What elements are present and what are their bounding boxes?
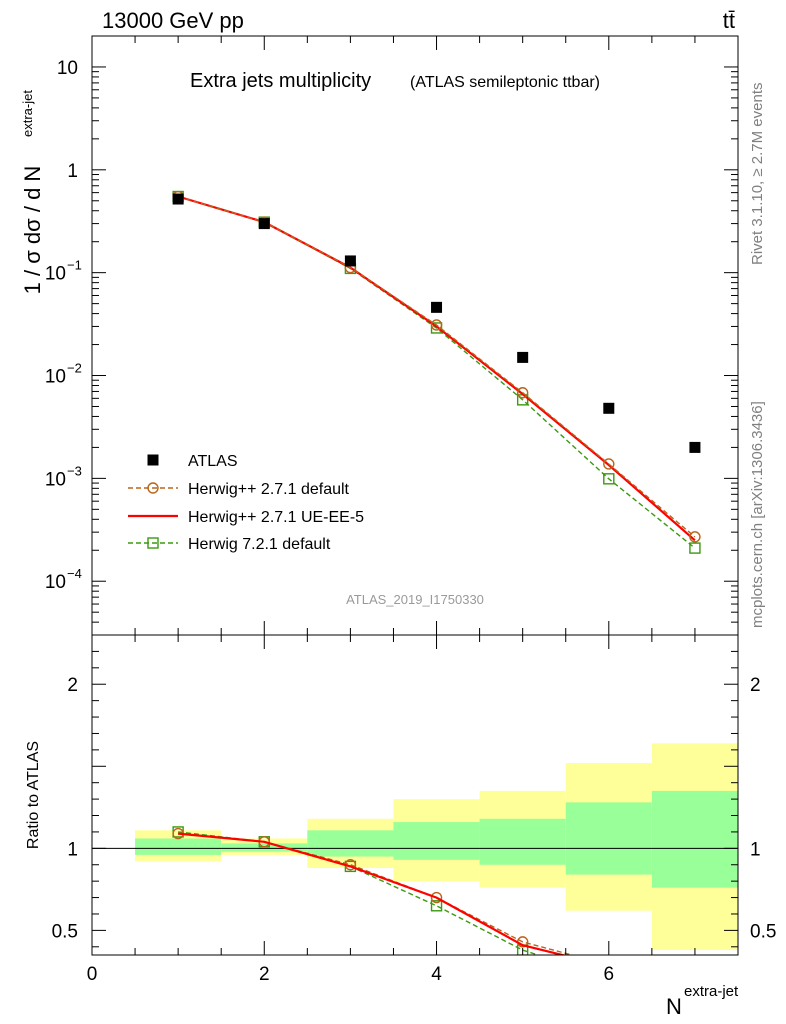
rivet-version-label: Rivet 3.1.10, ≥ 2.7M events (749, 83, 766, 266)
atlas-data-point-5 (603, 402, 615, 414)
series-line-ratio-1 (177, 832, 567, 955)
ratio-y-tick-label-right-0: 0.5 (750, 921, 776, 942)
legend-marker-3 (147, 537, 159, 549)
series-1-point-6 (689, 531, 701, 543)
energy-label: 13000 GeV pp (102, 8, 244, 33)
legend-label-3: Herwig 7.2.1 default (188, 536, 331, 553)
ratio-band-inner-0 (135, 838, 222, 855)
main-y-tick-label-5: 10 (45, 572, 66, 593)
ratio-y-tick-label-left-1: 1 (67, 839, 78, 860)
x-axis-label: N extra-jet (666, 983, 739, 1019)
main-y-tick-label-3: 10 (45, 367, 66, 388)
main-y-axis-label-superscript: extra-jet (20, 90, 35, 137)
ratio-band-inner-1 (221, 843, 308, 852)
ratio-plot-content (92, 743, 738, 955)
series-1-point-5 (603, 458, 615, 470)
legend: ATLAS Herwig++ 2.7.1 default Herwig++ 2.7.… (128, 453, 364, 553)
ratio-band-inner-3 (393, 822, 480, 860)
series-3-point-6 (689, 542, 701, 554)
ratio-band-inner-5 (565, 802, 652, 875)
mcplots-label: mcplots.cern.ch [arXiv:1306.3436] (749, 401, 766, 628)
x-axis-label-superscript: extra-jet (684, 983, 739, 1000)
main-y-tick-label-exp-2: −1 (67, 258, 82, 273)
legend-marker-atlas (147, 454, 159, 466)
x-tick-label-3: 6 (604, 964, 615, 985)
ratio-band-inner-6 (651, 790, 738, 888)
x-tick-label-2: 4 (431, 964, 442, 985)
x-tick-label-0: 0 (87, 964, 98, 985)
ratio-y-tick-label-right-1: 1 (750, 839, 761, 860)
x-axis-label-text: N (666, 994, 682, 1019)
ratio-y-ticks: 0.5 0.5 1 1 2 2 (52, 634, 776, 948)
ratio-y-tick-label-left-0: 0.5 (52, 921, 78, 942)
legend-label-0: ATLAS (188, 453, 238, 470)
ratio-y-axis-label: Ratio to ATLAS (25, 741, 42, 849)
ratio-series-2-point-3 (430, 900, 443, 912)
process-label: tt̄ (723, 8, 735, 33)
ratio-band-inner-4 (479, 818, 566, 865)
legend-marker-1 (147, 482, 159, 494)
main-y-tick-label-2: 10 (45, 264, 66, 285)
atlas-data-point-6 (689, 441, 701, 453)
legend-label-2: Herwig++ 2.7.1 UE-EE-5 (188, 509, 364, 526)
series-1-point-4 (516, 387, 529, 399)
series-1-point-3 (430, 319, 443, 331)
ratio-frame (91, 634, 739, 956)
plot-title: Extra jets multiplicity (190, 70, 371, 92)
main-y-tick-label-exp-4: −3 (67, 463, 82, 478)
atlas-data-point-3 (431, 301, 443, 313)
main-y-tick-label-1: 1 (67, 161, 78, 182)
ratio-x-ticks: 0 2 4 6 (87, 635, 739, 985)
main-y-tick-label-0: 10 (57, 58, 78, 79)
atlas-data-point-2 (344, 255, 356, 267)
series-3-point-5 (603, 473, 615, 485)
x-tick-label-1: 2 (259, 964, 270, 985)
ratio-y-tick-label-right-2: 2 (750, 675, 761, 696)
legend-label-1: Herwig++ 2.7.1 default (188, 481, 350, 498)
main-x-ticks (91, 36, 739, 635)
ratio-series-0-point-3 (430, 891, 443, 904)
ratio-panel: 0.5 0.5 1 1 2 2 0 2 4 6 Ratio to ATLAS N extra-j… (25, 634, 776, 1019)
main-plot-content (172, 190, 701, 554)
main-y-tick-label-exp-3: −2 (67, 361, 82, 376)
series-3-point-3 (430, 322, 443, 334)
atlas-data-point-1 (258, 218, 270, 230)
main-y-tick-label-4: 10 (45, 469, 66, 490)
analysis-id-label: ATLAS_2019_I1750330 (346, 592, 484, 607)
ratio-band-inner-2 (307, 830, 394, 857)
ratio-y-tick-label-left-2: 2 (67, 675, 78, 696)
main-y-axis-label: 1 / σ dσ / d N extra-jet (20, 90, 45, 295)
atlas-data-point-0 (172, 193, 184, 205)
main-y-axis-label-text: 1 / σ dσ / d N (20, 166, 45, 295)
atlas-data-point-4 (517, 351, 529, 363)
plot-subtitle: (ATLAS semileptonic ttbar) (410, 74, 600, 91)
main-y-tick-label-exp-5: −4 (67, 566, 82, 581)
